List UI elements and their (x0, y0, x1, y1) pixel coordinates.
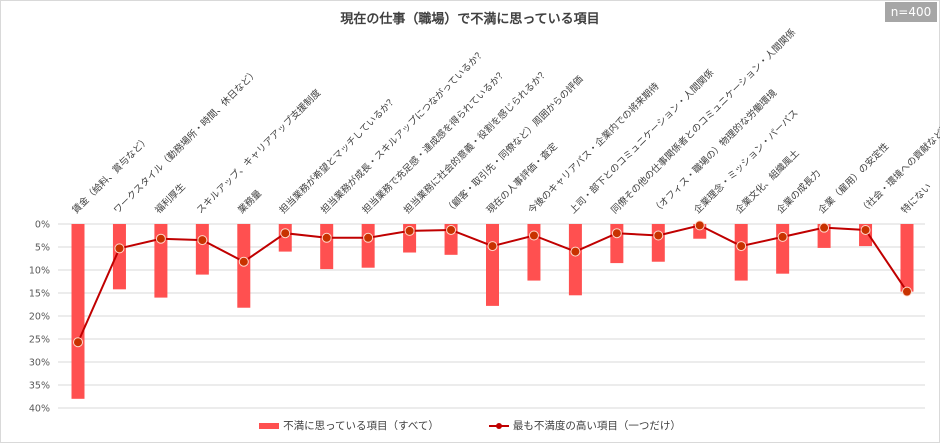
legend-item-bar: 不満に思っている項目（すべて） (259, 418, 439, 433)
y-tick-label: 15% (29, 289, 50, 300)
line-marker (321, 232, 332, 243)
x-tick-label: 業務量 (235, 187, 264, 216)
x-tick-label: 特にない (899, 181, 934, 216)
line-marker (404, 225, 415, 236)
line-marker (736, 241, 747, 252)
bar-swatch-icon (259, 422, 280, 429)
x-tick-label: 企業（雇用）の安定性 (816, 140, 892, 216)
line-marker (238, 256, 249, 267)
line-marker (611, 228, 622, 239)
line-marker-swatch-icon (488, 422, 509, 429)
line-marker (487, 241, 498, 252)
line-marker (155, 233, 166, 244)
bar (486, 224, 499, 306)
bar (568, 224, 582, 296)
y-tick-label: 5% (35, 243, 50, 254)
line-marker (280, 228, 291, 239)
line-marker (819, 222, 830, 233)
y-tick-label: 0% (35, 220, 50, 231)
x-tick-label: 担当業務で充足感・達成感を得られているか？ (360, 67, 509, 216)
x-axis-labels: 賃金（給料、賞与など）ワークスタイル（勤務場所・時間、休日など）福利厚生 スキルア… (70, 26, 940, 216)
sample-size-badge: n=400 (885, 2, 937, 22)
x-tick-label: 担当業務に社会的意義・役割を感じられるか？ (401, 67, 551, 217)
bar (112, 224, 126, 290)
line-marker (860, 224, 871, 235)
line-marker (197, 235, 208, 246)
x-tick-label: ワークスタイル（勤務場所・時間、休日など） (111, 67, 260, 216)
line-marker (114, 243, 125, 254)
line-marker (73, 337, 83, 348)
line-marker (777, 231, 788, 242)
x-tick-label: 福利厚生 (153, 180, 189, 216)
bar (900, 224, 914, 292)
x-tick-label: 賃金（給料、賞与など） (70, 134, 152, 216)
bar (71, 224, 85, 399)
x-tick-label: 現在の人事評価・査定 (484, 140, 560, 216)
bar (361, 224, 375, 268)
bar (651, 224, 665, 262)
legend-line-label: 最も不満度の高い項目（一つだけ） (512, 420, 681, 432)
y-tick-label: 25% (29, 335, 50, 346)
line-marker (528, 230, 539, 241)
legend-item-line: 最も不満度の高い項目（一つだけ） (488, 418, 681, 433)
line-marker (570, 246, 581, 257)
x-tick-label: （顧客・取引先・同僚など）周囲からの評価 (443, 73, 586, 216)
line-marker (363, 232, 374, 243)
y-tick-label: 30% (29, 358, 50, 369)
line-series (73, 220, 912, 348)
x-tick-label: 同僚その他の仕事関係者とのコミュニケーション・人間関係 (608, 26, 798, 216)
y-tick-label: 40% (29, 404, 50, 415)
bar (195, 224, 209, 275)
line-marker (694, 220, 705, 231)
bar (776, 224, 790, 274)
line-marker (902, 286, 912, 297)
y-tick-label: 35% (29, 381, 50, 392)
legend-bar-label: 不満に思っている項目（すべて） (283, 420, 439, 432)
y-axis-labels: 0% 5% 10% 15% 20% 25% 30% 35% 40% (29, 220, 50, 415)
chart-title: 現在の仕事（職場）で不満に思っている項目 (340, 12, 600, 27)
line-marker (446, 224, 457, 235)
y-tick-label: 20% (29, 312, 50, 323)
y-tick-label: 10% (29, 266, 50, 277)
bar (734, 224, 748, 281)
x-tick-label: 上司・部下とのコミュニケーション・人間関係 (567, 66, 717, 216)
legend: 不満に思っている項目（すべて） 最も不満度の高い項目（一つだけ） (0, 418, 940, 433)
bar (320, 224, 334, 270)
line-marker (653, 230, 664, 241)
